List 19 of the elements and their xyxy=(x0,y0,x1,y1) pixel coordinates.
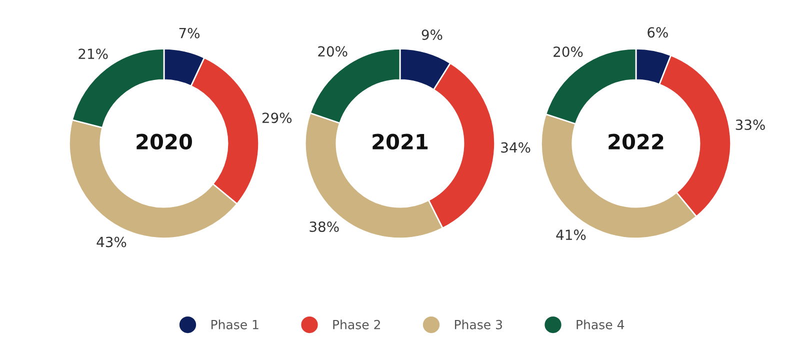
data-label: 29% xyxy=(262,112,292,124)
data-label: 9% xyxy=(422,30,442,40)
data-label: 21% xyxy=(78,48,108,60)
data-label: 20% xyxy=(554,46,583,58)
legend-label: Phase 1 xyxy=(211,320,258,330)
text: 2020 xyxy=(136,134,192,150)
data-label: 38% xyxy=(310,221,339,232)
data-label: 7% xyxy=(179,28,200,38)
data-label: 34% xyxy=(501,142,530,153)
data-label: 43% xyxy=(96,236,126,248)
text: 2022 xyxy=(608,134,664,150)
legend-label: Phase 2 xyxy=(333,320,380,330)
legend-label: Phase 4 xyxy=(576,320,624,330)
data-label: 33% xyxy=(736,120,765,130)
legend-label: Phase 3 xyxy=(454,320,502,330)
data-label: 41% xyxy=(556,230,586,240)
data-label: 20% xyxy=(318,46,348,57)
text: 2021 xyxy=(372,134,428,150)
data-label: 6% xyxy=(648,27,668,38)
